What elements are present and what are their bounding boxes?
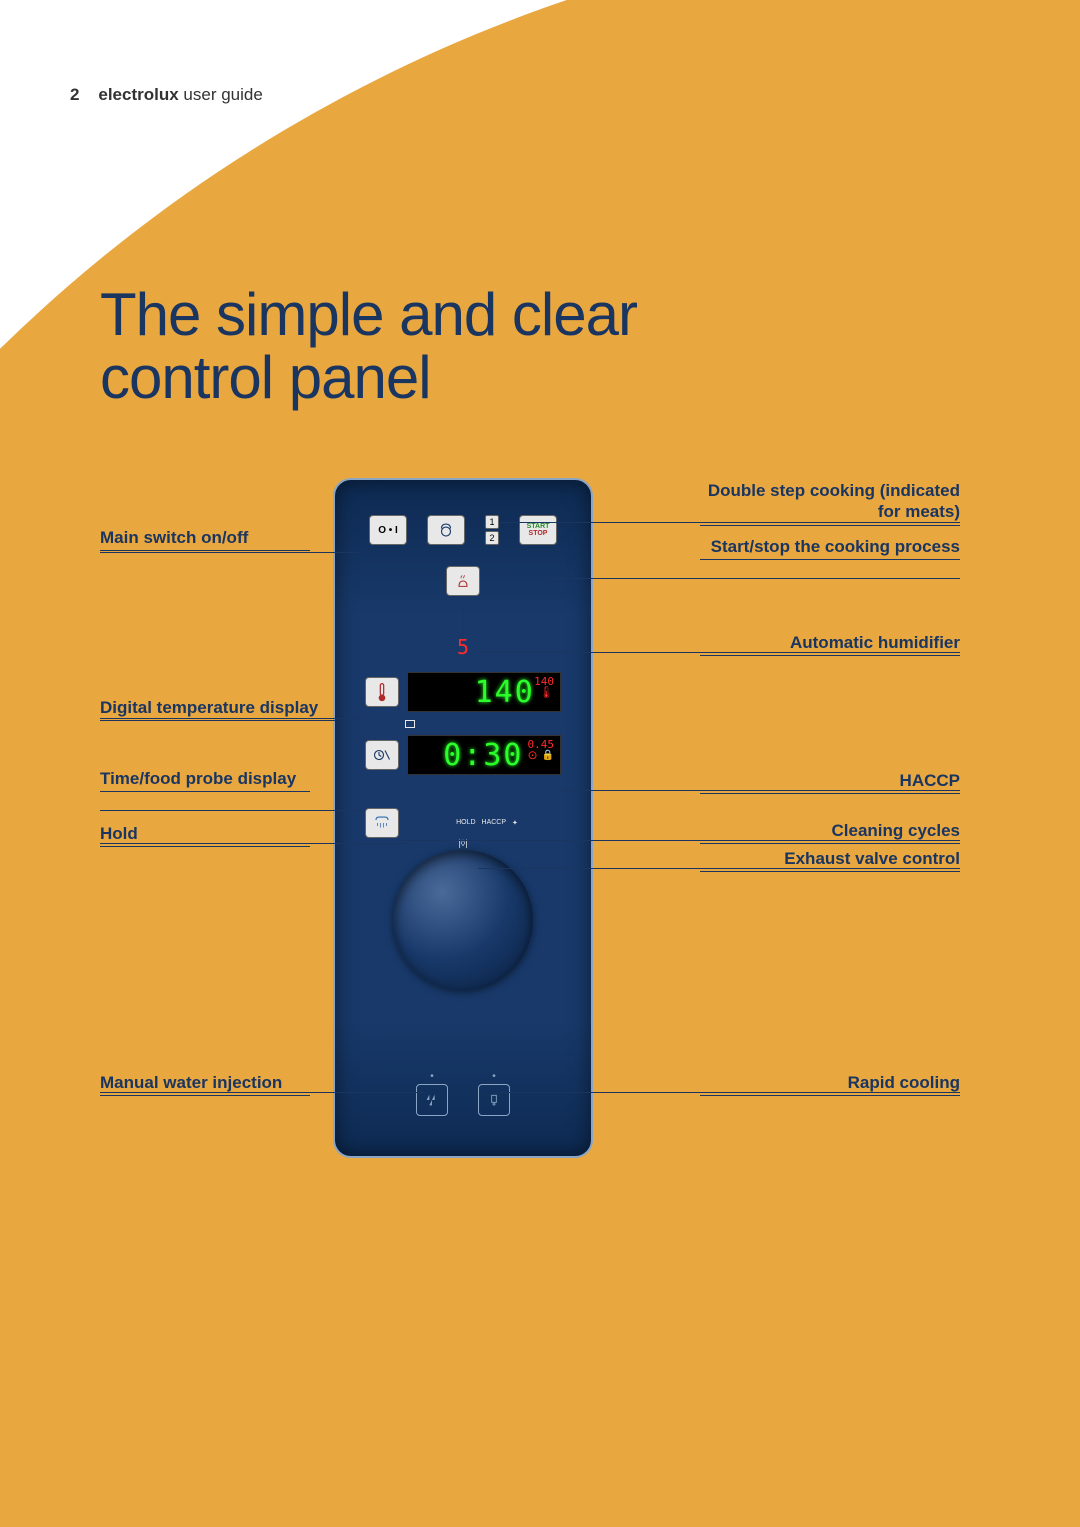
rotary-knob[interactable] [393,850,533,990]
leader-rapid-cool [500,1092,960,1093]
clock-probe-icon [372,746,392,764]
water-injection-button[interactable] [416,1084,448,1116]
leader-main-switch [100,552,360,553]
power-switch[interactable]: O • I [369,515,407,545]
label-main-switch: Main switch on/off [100,527,310,551]
steam-icon [455,572,471,590]
leader-hold [100,843,410,844]
doc-type: user guide [183,85,262,104]
time-row: 0.45 0:30 ⊙ 🔒 [365,733,561,777]
leader-exhaust [478,868,960,869]
step-1: 1 [485,515,499,529]
thermometer-button[interactable] [365,677,399,707]
droplets-icon [424,1092,440,1108]
leader-double-step [500,522,960,523]
temp-main: 140 [475,675,535,710]
control-panel: O • I 1 2 START STOP 5 140 140 🌡 [333,478,593,1158]
leader-auto-humid [480,652,960,653]
temperature-row: 140 140 🌡 [365,670,561,714]
stop-label: STOP [529,530,548,537]
start-stop-button[interactable]: START STOP [519,515,557,545]
chef-icon [437,521,455,539]
rapid-cooling-button[interactable] [478,1084,510,1116]
spray-mini-icon: ✦ [512,819,518,827]
label-time-probe: Time/food probe display [100,768,310,792]
time-main: 0:30 [443,738,523,773]
haccp-text: HACCP [482,819,507,827]
temp-secondary: 140 [534,675,554,688]
thermometer-icon [376,682,388,702]
leader-manual-water [100,1092,425,1093]
time-display: 0.45 0:30 ⊙ 🔒 [407,735,561,775]
humidifier-value-display: 5 [451,635,475,659]
leader-cleaning [400,840,960,841]
leader-time-probe [100,810,360,811]
timer-button[interactable] [365,740,399,770]
time-secondary: 0.45 [528,738,555,751]
step-indicator: 1 2 [485,515,499,545]
bottom-button-row [335,1084,591,1116]
cook-icon-button[interactable] [427,515,465,545]
page-number: 2 [70,85,79,104]
leader-start-stop [548,578,960,579]
cleaning-button[interactable] [365,808,399,838]
mode-labels: HOLD HACCP ✦ [413,819,561,827]
step-2: 2 [485,531,499,545]
start-label: START [527,523,550,530]
cooling-icon [487,1092,501,1108]
leader-humidifier-internal [463,600,464,634]
label-start-stop: Start/stop the cooking process [700,536,960,560]
title-line-1: The simple and clear [100,283,637,346]
leader-haccp [556,790,960,791]
brand-name: electrolux [98,85,178,104]
top-button-row: O • I 1 2 START STOP [335,515,591,545]
shower-icon [373,814,391,832]
temperature-display: 140 140 🌡 [407,672,561,712]
label-double-step: Double step cooking (indicated for meats… [700,480,960,526]
leader-digital-temp [100,718,360,719]
title-line-2: control panel [100,346,637,409]
mode-row: HOLD HACCP ✦ [365,808,561,838]
humidifier-button[interactable] [446,566,480,596]
power-symbol: O • I [378,525,398,536]
page-title: The simple and clear control panel [100,283,637,409]
page-header: 2 electrolux user guide [70,85,263,105]
lock-icon: 🔒 [542,750,554,761]
flag-icon [405,720,415,728]
hold-text: HOLD [456,819,475,827]
